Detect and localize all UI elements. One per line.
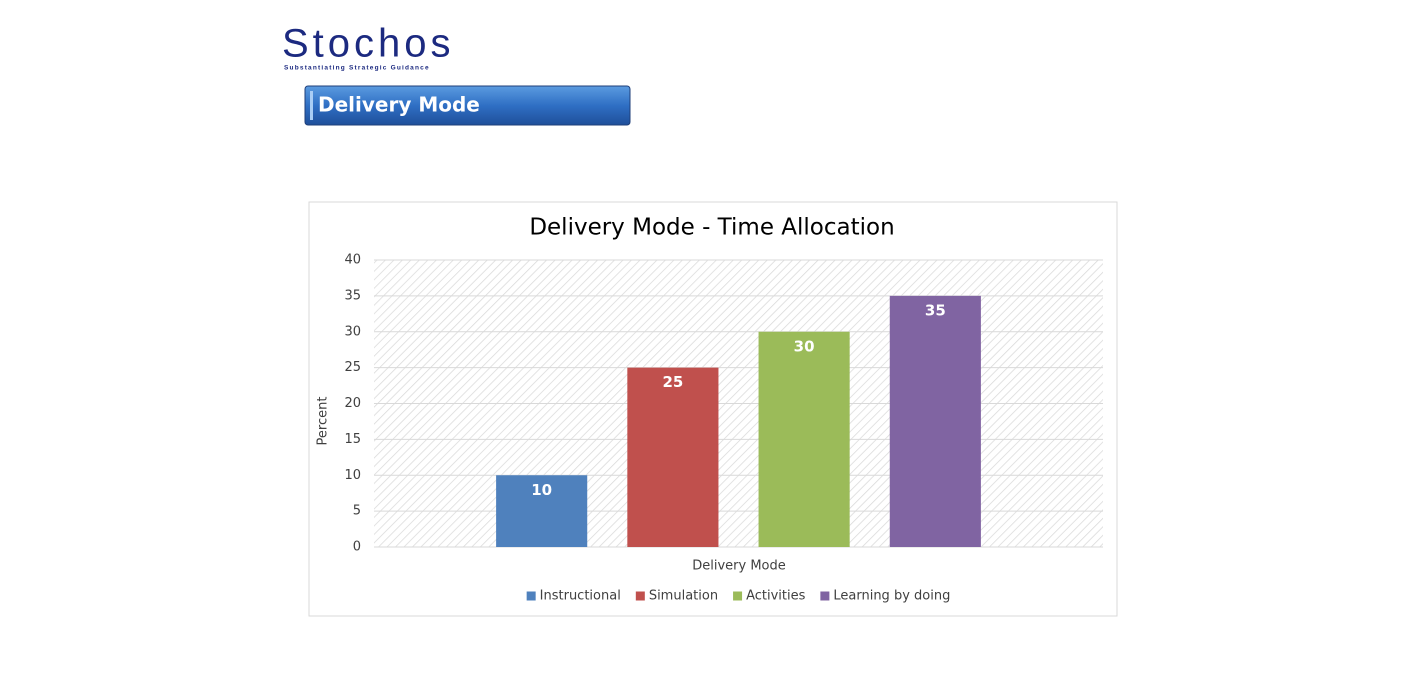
legend-swatch xyxy=(526,591,536,601)
y-tick-label: 5 xyxy=(353,504,361,519)
y-tick-label: 30 xyxy=(344,324,361,339)
legend-swatch xyxy=(635,591,645,601)
legend-label: Activities xyxy=(746,589,806,604)
legend-label: Instructional xyxy=(540,589,621,604)
data-label: 35 xyxy=(925,301,946,319)
legend-swatch xyxy=(733,591,743,601)
legend-label: Simulation xyxy=(649,589,718,604)
bar xyxy=(627,367,719,547)
data-label: 10 xyxy=(531,481,552,499)
y-tick-label: 0 xyxy=(353,540,361,555)
x-axis-label: Delivery Mode xyxy=(692,559,786,574)
legend: Instructional Simulation Activities Learnin… xyxy=(526,589,950,604)
bar xyxy=(496,475,588,547)
y-tick-label: 10 xyxy=(344,468,361,483)
grid: 0 5 10 15 20 25 30 35 40 xyxy=(344,253,1103,555)
banner-title: Delivery Mode xyxy=(318,93,480,117)
data-label: 30 xyxy=(794,337,815,355)
data-label: 25 xyxy=(662,373,683,391)
y-tick-label: 35 xyxy=(344,288,361,303)
y-tick-label: 15 xyxy=(344,432,361,447)
logo: Stochos xyxy=(282,22,455,66)
banner-accent xyxy=(310,91,313,120)
legend-label: Learning by doing xyxy=(833,589,950,604)
chart-title: Delivery Mode - Time Allocation xyxy=(529,215,894,241)
bars: 10 25 30 35 xyxy=(496,295,981,547)
tagline: Substantiating Strategic Guidance xyxy=(284,65,430,72)
y-tick-label: 25 xyxy=(344,360,361,375)
bar xyxy=(889,295,981,547)
y-tick-label: 20 xyxy=(344,396,361,411)
y-tick-label: 40 xyxy=(344,253,361,268)
banner-box xyxy=(304,85,631,126)
y-axis-label: Percent xyxy=(316,397,331,446)
legend-swatch xyxy=(820,591,830,601)
bar xyxy=(758,331,850,547)
